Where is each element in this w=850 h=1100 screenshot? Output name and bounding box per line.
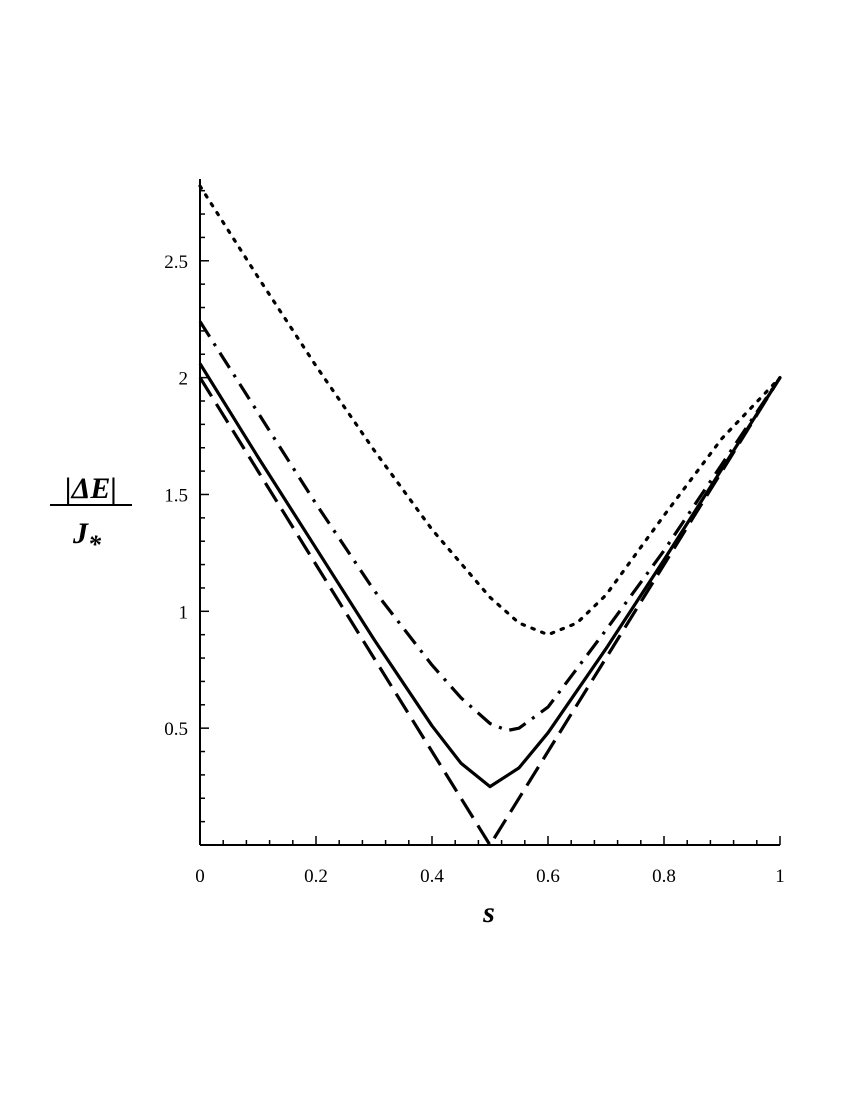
y-tick-label: 2 [179,369,189,390]
y-tick-label: 0.5 [164,719,188,740]
y-tick-label: 1.5 [164,485,188,506]
x-axis-label: s [482,896,495,929]
series-line-dotted [198,184,782,637]
x-tick-label: 0.6 [536,866,560,887]
series-line-dashdot [198,320,782,733]
y-tick-label: 1 [179,602,189,623]
y-axis-label-numerator: |ΔE| [65,472,117,505]
series-line-dashed [198,376,782,847]
y-tick-label: 2.5 [164,252,188,273]
series-layer [198,184,782,847]
x-tick-label: 0.8 [652,866,676,887]
axes-layer [199,179,780,846]
x-tick-label: 0 [195,866,205,887]
ticks-layer: 0 0.2 0.4 0.6 0.8 1 0.5 1 1.5 2 2.5 [164,189,785,887]
y-axis-label: |ΔE| J* [50,472,132,559]
y-axis-label-subscript: * [88,530,102,559]
x-tick-label: 0.4 [420,866,444,887]
x-tick-label: 1 [775,866,785,887]
y-axis-label-denominator: J* [72,517,102,559]
x-tick-label: 0.2 [304,866,328,887]
series-line-solid [198,362,782,789]
y-axis-label-denominator-j: J [72,517,89,550]
